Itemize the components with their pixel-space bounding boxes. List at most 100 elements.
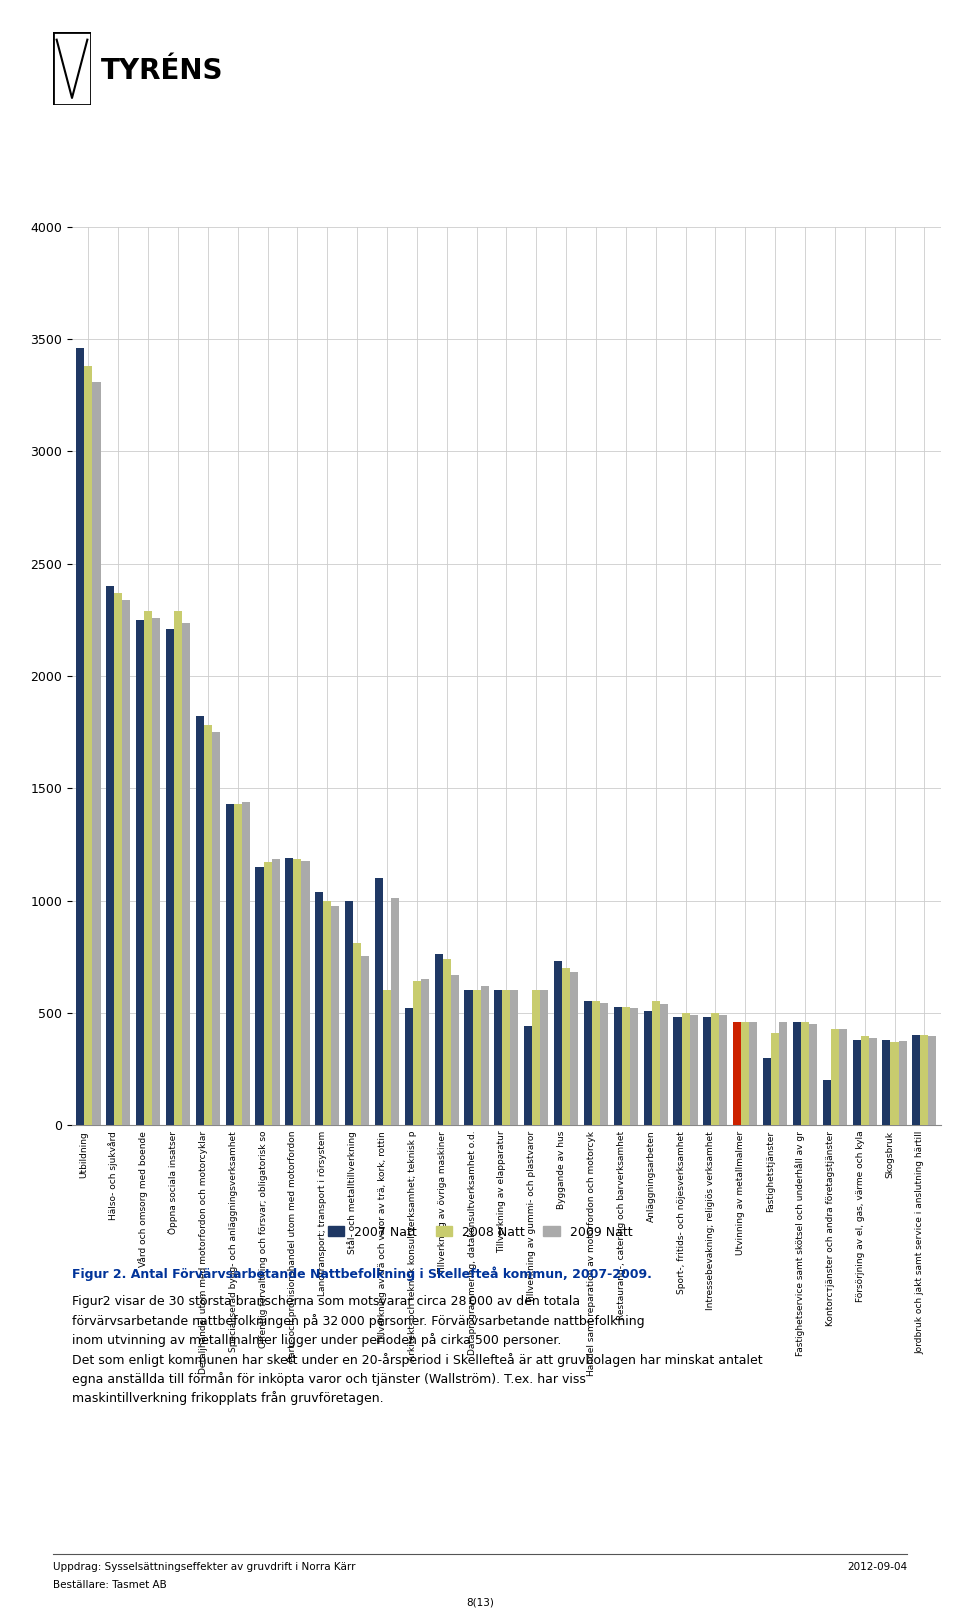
Bar: [242, 801, 250, 1125]
Bar: [472, 991, 481, 1125]
Text: Fastighetservice samt skötsel och underhåll av gr: Fastighetservice samt skötsel och underh…: [795, 1130, 804, 1355]
Bar: [899, 1041, 906, 1125]
Bar: [405, 1009, 413, 1125]
Text: Skogsbruk: Skogsbruk: [885, 1130, 895, 1177]
Bar: [643, 1010, 652, 1125]
Text: Hälso- och sjukvård: Hälso- och sjukvård: [108, 1130, 118, 1219]
Bar: [570, 973, 578, 1125]
Bar: [532, 991, 540, 1125]
Bar: [331, 907, 339, 1125]
Bar: [674, 1017, 682, 1125]
Text: 2012-09-04: 2012-09-04: [847, 1562, 907, 1572]
Bar: [780, 1022, 787, 1125]
Legend: 2007 Natt, 2008 Natt, 2009 Natt: 2007 Natt, 2008 Natt, 2009 Natt: [323, 1221, 637, 1243]
Bar: [912, 1036, 921, 1125]
Bar: [882, 1039, 891, 1125]
Bar: [182, 623, 190, 1125]
Text: Tillverkning av elapparatur: Tillverkning av elapparatur: [497, 1130, 506, 1253]
Bar: [660, 1004, 668, 1125]
Bar: [771, 1033, 780, 1125]
Text: Arkitekt- och teknisk konsultverksamhet; teknisk p: Arkitekt- och teknisk konsultverksamhet;…: [408, 1130, 417, 1362]
Text: Beställare: Tasmet AB: Beställare: Tasmet AB: [53, 1580, 166, 1590]
Bar: [361, 955, 370, 1125]
Bar: [719, 1015, 728, 1125]
Bar: [928, 1036, 936, 1125]
Bar: [511, 991, 518, 1125]
Bar: [383, 991, 391, 1125]
Bar: [494, 991, 502, 1125]
Bar: [233, 805, 242, 1125]
Bar: [584, 1001, 592, 1125]
Text: Anläggningsarbeten: Anläggningsarbeten: [647, 1130, 656, 1222]
Bar: [450, 975, 459, 1125]
Text: Handel samt reparation av motorfordon och motorcyk: Handel samt reparation av motorfordon oc…: [587, 1130, 596, 1376]
Bar: [793, 1022, 801, 1125]
Bar: [77, 348, 84, 1125]
Bar: [391, 899, 399, 1125]
Text: Tillverkning av övriga maskiner: Tillverkning av övriga maskiner: [438, 1130, 446, 1274]
Bar: [144, 610, 153, 1125]
Bar: [435, 955, 443, 1125]
Bar: [921, 1036, 928, 1125]
Bar: [704, 1017, 711, 1125]
Bar: [891, 1043, 899, 1125]
Bar: [540, 991, 548, 1125]
Bar: [741, 1022, 749, 1125]
Bar: [92, 382, 101, 1125]
Bar: [122, 599, 131, 1125]
Bar: [272, 860, 279, 1125]
Text: Tillverkning av trä och varor av trä, kork, rottin: Tillverkning av trä och varor av trä, ko…: [378, 1130, 387, 1344]
Text: Fastighetstjänster: Fastighetstjänster: [766, 1130, 775, 1213]
Bar: [212, 732, 220, 1125]
Bar: [852, 1039, 860, 1125]
Text: Utvinning av metallmalmer: Utvinning av metallmalmer: [736, 1130, 745, 1255]
Bar: [600, 1002, 608, 1125]
Bar: [711, 1013, 719, 1125]
Text: Jordbruk och jakt samt service i anslutning härtill: Jordbruk och jakt samt service i anslutn…: [916, 1130, 924, 1353]
Bar: [823, 1080, 830, 1125]
Bar: [443, 958, 450, 1125]
Bar: [502, 991, 511, 1125]
Bar: [315, 892, 324, 1125]
Bar: [375, 877, 383, 1125]
Bar: [801, 1022, 809, 1125]
Bar: [860, 1036, 869, 1125]
Text: Intressebevakning; religiös verksamhet: Intressebevakning; religiös verksamhet: [707, 1130, 715, 1310]
Bar: [554, 962, 563, 1125]
Text: Detaljhandel utom med motorfordon och motorcyklar: Detaljhandel utom med motorfordon och mo…: [199, 1130, 208, 1375]
Bar: [255, 866, 264, 1125]
Text: Byggande av hus: Byggande av hus: [557, 1130, 566, 1209]
Bar: [869, 1038, 876, 1125]
Text: Tillverkning av gummi- och plastvaror: Tillverkning av gummi- och plastvaror: [527, 1130, 537, 1303]
Bar: [413, 981, 420, 1125]
Bar: [204, 725, 212, 1125]
Bar: [592, 1001, 600, 1125]
Bar: [153, 617, 160, 1125]
Bar: [465, 991, 472, 1125]
Bar: [353, 944, 361, 1125]
Text: Dataprogrammering, datakonsultverksamhet o.d.: Dataprogrammering, datakonsultverksamhet…: [468, 1130, 476, 1355]
Text: Landtransport; transport i rörsystem: Landtransport; transport i rörsystem: [319, 1130, 327, 1297]
Text: Uppdrag: Sysselsättningseffekter av gruvdrift i Norra Kärr: Uppdrag: Sysselsättningseffekter av gruv…: [53, 1562, 355, 1572]
Text: Restaurang-, catering och barverksamhet: Restaurang-, catering och barverksamhet: [617, 1130, 626, 1319]
Bar: [226, 805, 233, 1125]
Bar: [107, 586, 114, 1125]
Bar: [285, 858, 294, 1125]
Bar: [563, 968, 570, 1125]
Bar: [613, 1007, 622, 1125]
Bar: [652, 1001, 660, 1125]
Text: Öppna sociala insatser: Öppna sociala insatser: [168, 1130, 178, 1234]
Bar: [839, 1028, 847, 1125]
Bar: [264, 863, 272, 1125]
Bar: [689, 1015, 698, 1125]
Bar: [196, 716, 204, 1125]
Text: 8(13): 8(13): [466, 1598, 494, 1608]
Text: Specialiserad bygg- och anläggningsverksamhet: Specialiserad bygg- och anläggningsverks…: [228, 1130, 238, 1352]
Text: Stål- och metalltillverkning: Stål- och metalltillverkning: [348, 1130, 357, 1253]
Bar: [733, 1022, 741, 1125]
Text: Sport-, fritids- och nöjesverksamhet: Sport-, fritids- och nöjesverksamhet: [677, 1130, 685, 1294]
Bar: [524, 1026, 532, 1125]
Text: Försörjning av el, gas, värme och kyla: Försörjning av el, gas, värme och kyla: [855, 1130, 865, 1302]
Bar: [345, 900, 353, 1125]
Bar: [420, 979, 429, 1125]
